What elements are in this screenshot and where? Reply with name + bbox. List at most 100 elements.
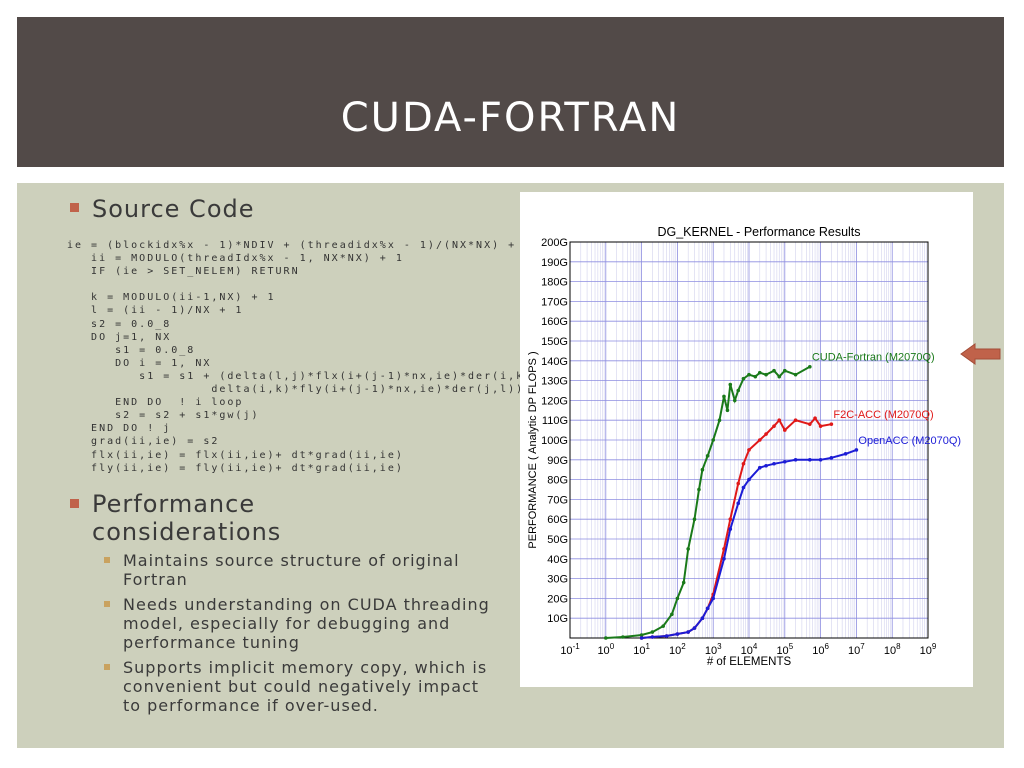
title-bar: CUDA-FORTRAN [17, 17, 1004, 167]
series-point [736, 481, 741, 486]
y-tick-label: 90G [547, 455, 568, 467]
series-point [818, 458, 823, 462]
series-point [692, 517, 697, 521]
y-tick-label: 50G [547, 534, 568, 546]
y-tick-label: 80G [547, 475, 568, 487]
series-point [843, 452, 848, 456]
subbullet-marker [104, 557, 110, 563]
series-point [793, 372, 798, 377]
x-tick-label: 10-1 [560, 642, 580, 657]
subbullet-3: Supports implicit memory copy, which is … [123, 658, 488, 715]
y-tick-label: 120G [541, 395, 568, 407]
y-tick-label: 180G [541, 277, 568, 289]
performance-chart: 10G 20G 30G 40G 50G 60G 70G 80G 90G 100G 110G 120G 1… [520, 192, 973, 687]
series-point [650, 630, 655, 634]
series-point [732, 398, 737, 403]
series-point [783, 368, 787, 373]
y-tick-label: 10G [547, 613, 568, 625]
chart-title: DG_KERNEL - Performance Results [657, 225, 860, 239]
series-point [808, 458, 812, 462]
subbullet-2: Needs understanding on CUDA threading mo… [123, 595, 490, 652]
y-axis-label: PERFORMANCE ( Analytic DP FLOPS ) [527, 351, 539, 548]
series-point [772, 461, 776, 466]
series-point [686, 630, 690, 634]
y-tick-label: 100G [541, 435, 568, 447]
y-tick-label: 130G [541, 376, 568, 388]
subbullet-marker [104, 664, 110, 670]
series-point [650, 635, 655, 639]
x-tick-label: 104 [741, 642, 758, 657]
series-point [686, 547, 690, 551]
series-point [813, 416, 817, 421]
y-tick-label: 110G [542, 415, 568, 427]
series-point [736, 388, 741, 393]
y-tick-label: 20G [547, 593, 568, 605]
series-point [764, 372, 768, 377]
series-point [722, 394, 726, 399]
series-point [700, 616, 705, 620]
series-point [747, 448, 751, 452]
series-point [728, 517, 733, 521]
series-point [777, 418, 782, 422]
series-point [681, 580, 686, 585]
series-point [722, 557, 726, 561]
series-point [747, 372, 751, 377]
y-tick-label: 170G [541, 296, 568, 308]
series-point [793, 458, 798, 462]
bullet-marker [70, 499, 79, 508]
series-point [741, 461, 746, 466]
series-point [736, 501, 741, 506]
y-tick-label: 30G [547, 574, 568, 586]
y-tick-label: 150G [541, 336, 568, 348]
series-point [705, 606, 710, 611]
y-tick-label: 190G [541, 257, 568, 269]
x-tick-label: 105 [776, 642, 793, 657]
y-tick-label: 60G [547, 514, 568, 526]
slide-title: CUDA-FORTRAN [340, 95, 681, 141]
x-tick-label: 109 [920, 642, 937, 657]
series-point [747, 477, 751, 482]
x-tick-label: 106 [812, 642, 829, 657]
series-point [675, 632, 680, 636]
series-point [639, 636, 644, 640]
x-tick-label: 102 [669, 642, 686, 657]
subbullet-1: Maintains source structure of original F… [123, 551, 460, 589]
series-point [697, 487, 701, 492]
series-point [772, 424, 776, 428]
bullet-marker [70, 203, 79, 212]
series-point [829, 422, 834, 426]
series-point [728, 527, 733, 531]
series-point [639, 633, 644, 637]
series-label: F2C-ACC (M2070Q) [833, 409, 933, 421]
series-label: CUDA-Fortran (M2070Q) [812, 352, 935, 364]
series-point [757, 370, 762, 375]
plot-frame [569, 241, 929, 639]
series-point [722, 547, 726, 551]
series-point [783, 459, 787, 464]
series-label: OpenACC (M2070Q) [858, 435, 961, 447]
series-line [641, 416, 832, 639]
series-point [692, 626, 697, 630]
bullet-performance: Performance considerations [92, 490, 282, 546]
series-point [741, 376, 746, 381]
subbullet-marker [104, 601, 110, 607]
x-tick-label: 108 [884, 642, 901, 657]
series-point [757, 438, 762, 442]
series-point [757, 465, 762, 470]
series-point [741, 485, 746, 490]
chart-svg: 10G 20G 30G 40G 50G 60G 70G 80G 90G 100G 110G 120G 1… [527, 225, 961, 668]
x-tick-label: 101 [633, 642, 650, 657]
series-point [818, 424, 823, 428]
x-tick-label: 107 [848, 642, 865, 657]
series-point [793, 418, 798, 422]
series-point [705, 454, 710, 458]
y-tick-label: 70G [547, 494, 568, 506]
series-point [711, 438, 715, 442]
code-block: ie = (blockidx%x - 1)*NDIV + (threadidx%… [67, 240, 573, 474]
series-point [783, 428, 787, 432]
series-point [711, 596, 715, 601]
series-point [829, 456, 834, 460]
series-point [675, 596, 680, 601]
series-point [661, 624, 665, 628]
series-point [777, 374, 782, 379]
